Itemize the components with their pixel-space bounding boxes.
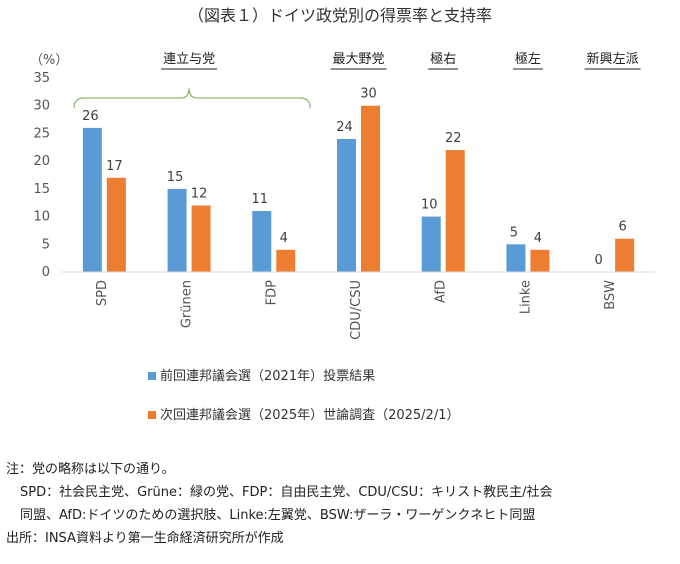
x-tick-label: FDP xyxy=(264,280,279,305)
y-axis-ticks: 0 5 10 15 20 25 30 35 xyxy=(33,71,50,280)
data-label: 10 xyxy=(421,198,438,213)
data-label: 15 xyxy=(167,170,184,185)
x-tick-label: AfD xyxy=(434,280,449,303)
bar-chart: （図表１）ドイツ政党別の得票率と支持率 （%） 0 5 10 15 20 25 30 35 連… xyxy=(30,6,655,423)
y-tick-label: 15 xyxy=(33,182,50,197)
y-tick-label: 20 xyxy=(33,154,50,169)
bar xyxy=(191,205,211,272)
data-label: 0 xyxy=(595,253,603,268)
bar xyxy=(506,244,526,272)
bar xyxy=(445,150,465,272)
x-axis-labels: SPD Grünen FDP CDU/CSU AfD Linke BSW xyxy=(95,280,618,340)
x-tick-label: CDU/CSU xyxy=(349,280,364,340)
bar xyxy=(421,216,441,272)
bar xyxy=(530,249,550,272)
x-tick-label: Grünen xyxy=(180,280,195,328)
legend-swatch xyxy=(148,411,156,419)
data-label: 22 xyxy=(445,131,462,146)
data-label: 17 xyxy=(106,159,123,174)
y-tick-label: 30 xyxy=(33,99,50,114)
group-label: 最大野党 xyxy=(332,52,384,67)
data-label: 24 xyxy=(336,120,353,135)
bar xyxy=(615,238,635,272)
y-tick-label: 10 xyxy=(33,210,50,225)
x-tick-label: BSW xyxy=(603,280,618,310)
data-label: 5 xyxy=(510,225,518,240)
bar xyxy=(361,105,380,272)
y-tick-label: 0 xyxy=(42,265,50,280)
data-label: 6 xyxy=(619,220,627,235)
data-label: 26 xyxy=(82,109,99,124)
bars: 26 17 15 12 11 4 24 30 10 22 5 4 0 6 xyxy=(82,87,635,272)
data-label: 4 xyxy=(534,231,542,246)
group-bracket xyxy=(73,87,311,109)
legend-label: 次回連邦議会選（2025年）世論調査（2025/2/1） xyxy=(160,407,459,423)
bar xyxy=(252,211,272,272)
note-heading: 注：党の略称は以下の通り。 xyxy=(6,462,175,477)
bar xyxy=(337,138,356,272)
data-label: 12 xyxy=(191,186,208,201)
y-tick-label: 25 xyxy=(33,126,50,141)
data-label: 11 xyxy=(252,192,269,207)
legend: 前回連邦議会選（2021年）投票結果次回連邦議会選（2025年）世論調査（202… xyxy=(148,368,459,423)
group-label: 極左 xyxy=(515,51,541,67)
bar xyxy=(276,249,296,272)
legend-swatch xyxy=(148,372,156,380)
legend-label: 前回連邦議会選（2021年）投票結果 xyxy=(160,368,375,384)
bar xyxy=(82,127,102,272)
chart-title: （図表１）ドイツ政党別の得票率と支持率 xyxy=(188,6,492,25)
group-label: 連立与党 xyxy=(163,52,215,67)
source-note: 出所：INSA資料より第一生命経済研究所が作成 xyxy=(6,531,284,546)
data-label: 4 xyxy=(280,231,288,246)
group-label: 新興左派 xyxy=(587,51,639,67)
party-group-labels: 連立与党 最大野党 極右 極左 新興左派 xyxy=(73,51,641,109)
notes: 注：党の略称は以下の通り。 SPD：社会民主党、Grüne：緑の党、FDP：自由… xyxy=(6,458,678,550)
x-tick-label: SPD xyxy=(95,280,110,306)
y-axis-unit-label: （%） xyxy=(30,53,68,68)
group-label: 極右 xyxy=(430,51,456,67)
x-tick-label: Linke xyxy=(518,280,533,314)
data-label: 30 xyxy=(360,87,377,102)
note-abbreviations-1: SPD：社会民主党、Grüne：緑の党、FDP：自由民主党、CDU/CSU：キリ… xyxy=(20,485,553,500)
y-tick-label: 35 xyxy=(33,71,50,86)
y-tick-label: 5 xyxy=(42,237,50,252)
bar xyxy=(167,188,187,272)
bar xyxy=(106,177,126,272)
note-abbreviations-2: 同盟、AfD:ドイツのための選択肢、Linke:左翼党、BSW:ザーラ・ワーゲン… xyxy=(20,508,536,523)
